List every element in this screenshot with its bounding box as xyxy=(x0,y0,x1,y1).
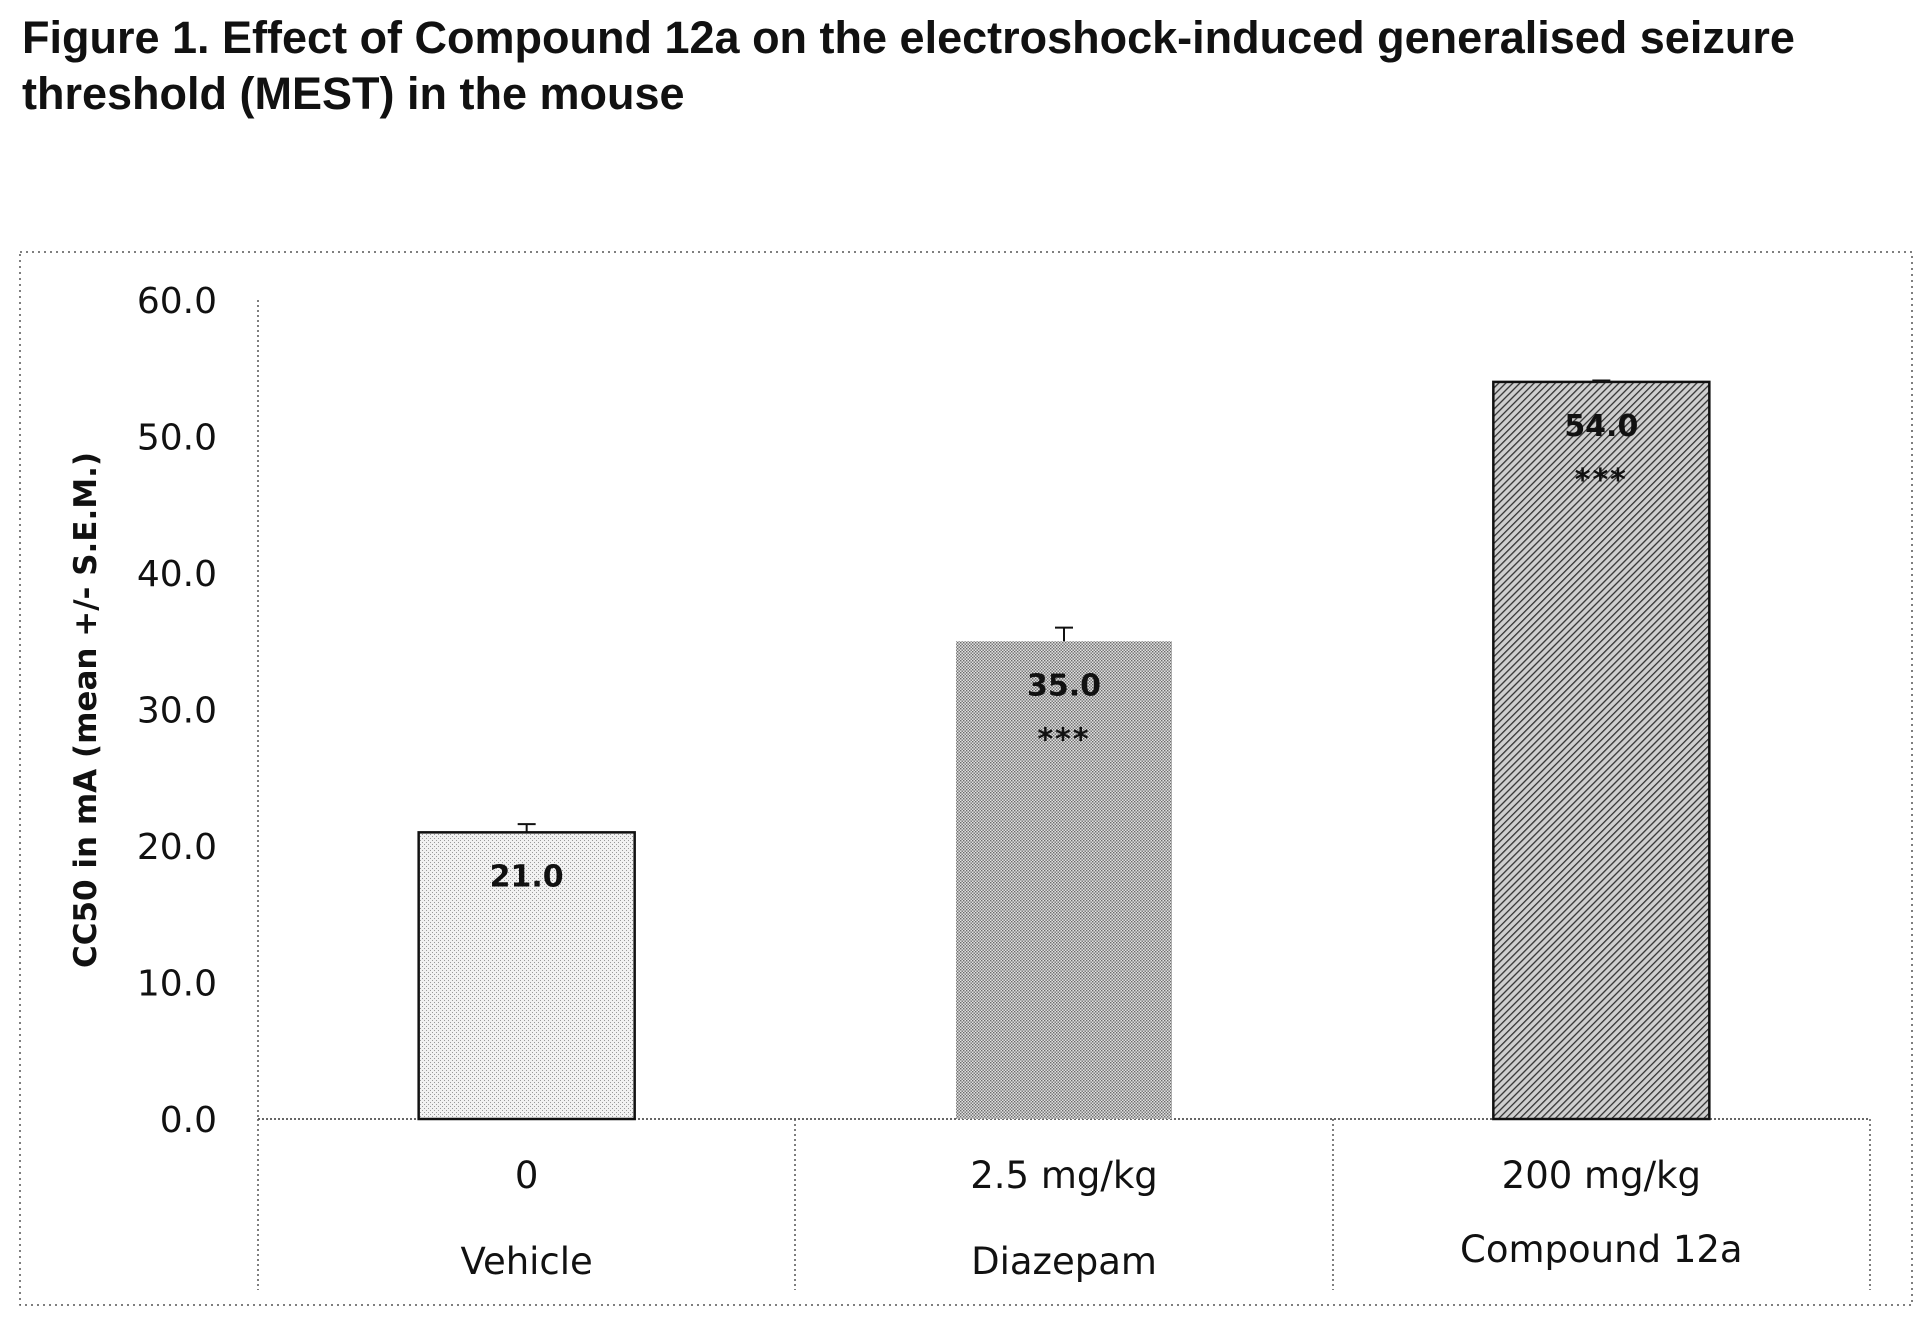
category-dose-label: 2.5 mg/kg xyxy=(970,1154,1158,1197)
bar xyxy=(956,641,1172,1119)
data-label: 54.0 xyxy=(1564,409,1638,444)
category-group-label: Diazepam xyxy=(971,1240,1157,1283)
category-group-label: Vehicle xyxy=(461,1240,593,1283)
significance-label: *** xyxy=(1037,722,1090,757)
y-tick-label: 50.0 xyxy=(137,418,217,459)
chart-frame xyxy=(19,251,1913,1306)
y-tick-label: 60.0 xyxy=(137,281,217,322)
category-dose-label: 0 xyxy=(515,1154,539,1197)
data-label: 35.0 xyxy=(1027,668,1101,703)
significance-label: *** xyxy=(1575,463,1628,498)
y-tick-label: 0.0 xyxy=(160,1100,217,1141)
figure-title: Figure 1. Effect of Compound 12a on the … xyxy=(22,12,1795,119)
data-label: 21.0 xyxy=(490,859,564,894)
y-tick-label: 10.0 xyxy=(137,964,217,1005)
y-tick-label: 40.0 xyxy=(137,554,217,595)
category-dose-label: 200 mg/kg xyxy=(1502,1154,1701,1197)
y-axis-label: CC50 in mA (mean +/- S.E.M.) xyxy=(68,452,104,968)
category-group-label: Compound 12a xyxy=(1460,1228,1743,1271)
y-tick-label: 20.0 xyxy=(137,827,217,868)
y-tick-label: 30.0 xyxy=(137,691,217,732)
bar xyxy=(1492,380,1711,1121)
